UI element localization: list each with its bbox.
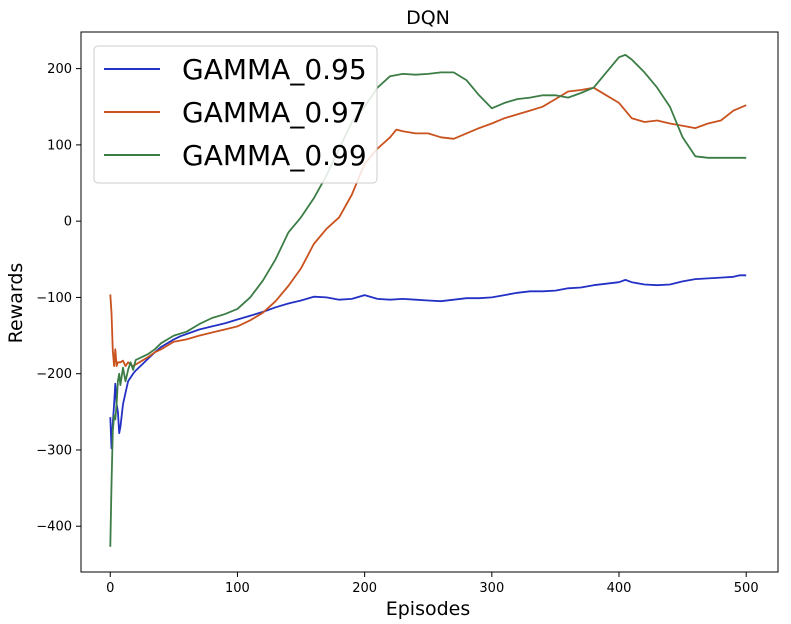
legend-label: GAMMA_0.95: [182, 53, 367, 86]
legend-label: GAMMA_0.99: [182, 139, 367, 172]
y-tick-label: 100: [47, 138, 72, 153]
y-tick-label: −400: [36, 520, 72, 535]
chart-title: DQN: [406, 7, 450, 29]
legend-label: GAMMA_0.97: [182, 96, 367, 129]
legend: GAMMA_0.95 GAMMA_0.97 GAMMA_0.99: [93, 45, 378, 184]
y-axis-ticks: −400 −300 −200 −100 0 100 200: [36, 62, 81, 535]
x-tick-label: 200: [352, 581, 377, 596]
series-line-1: [109, 274, 747, 450]
x-axis-label: Episodes: [386, 598, 471, 620]
y-tick-label: 200: [47, 62, 72, 77]
x-tick-label: 300: [479, 581, 504, 596]
x-tick-label: 100: [225, 581, 250, 596]
y-tick-label: 0: [64, 215, 72, 230]
x-tick-label: 0: [106, 581, 114, 596]
plot-frame: [80, 31, 779, 573]
x-tick-label: 400: [607, 581, 632, 596]
legend-box: [93, 45, 378, 184]
x-tick-label: 500: [734, 581, 759, 596]
y-tick-label: −100: [36, 291, 72, 306]
x-axis-ticks: 0 100 200 300 400 500: [106, 572, 759, 596]
y-tick-label: −300: [36, 443, 72, 458]
y-axis-label: Rewards: [5, 263, 27, 344]
y-tick-label: −200: [36, 367, 72, 382]
